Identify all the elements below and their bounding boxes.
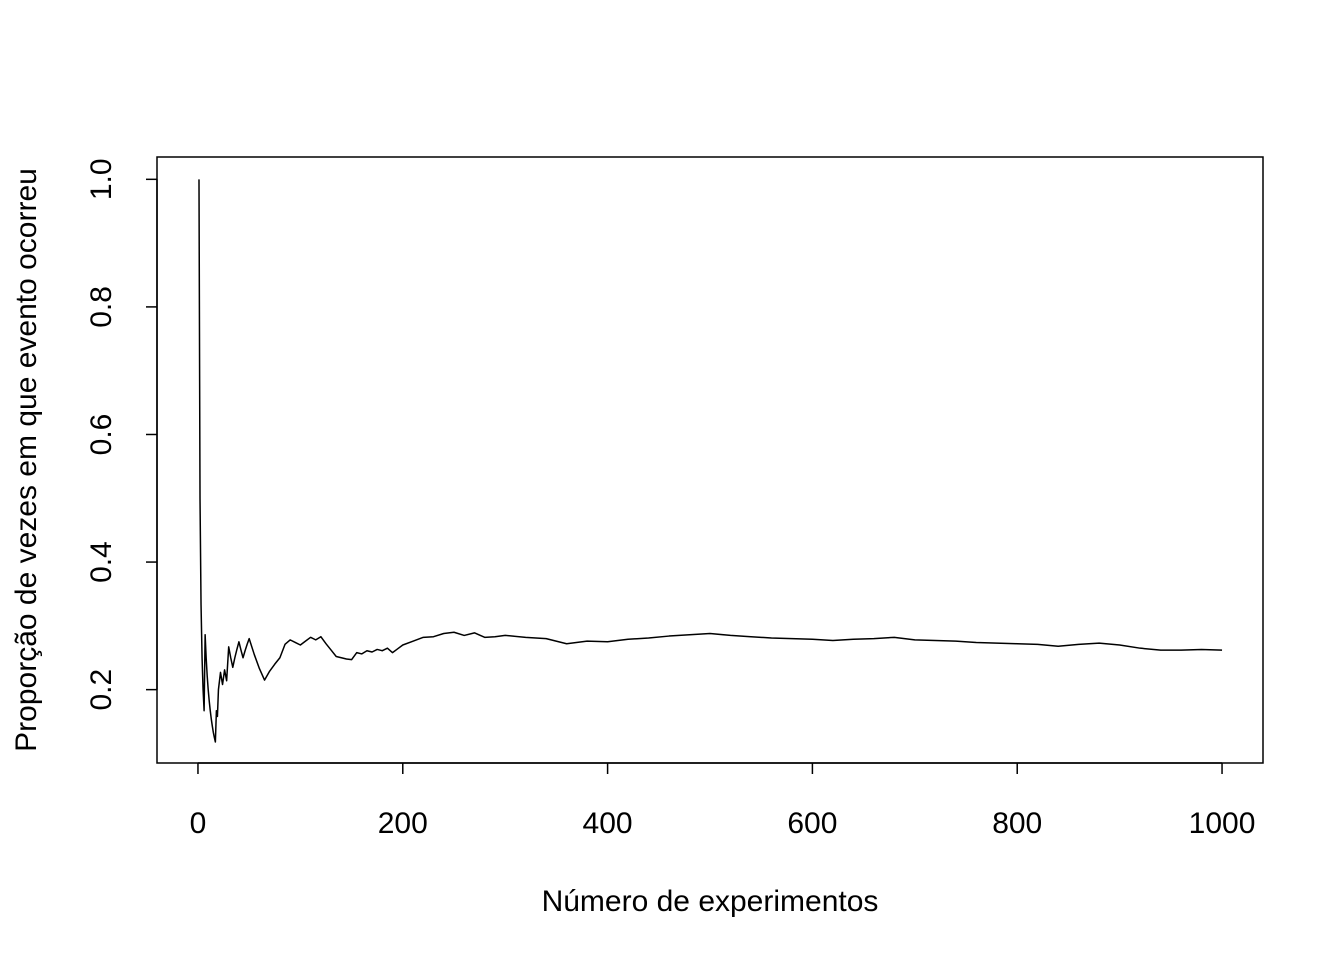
x-tick-label: 1000 [1189, 807, 1256, 840]
y-axis: 0.2 0.4 0.6 0.8 1.0 [85, 158, 158, 711]
x-tick-label: 600 [787, 807, 837, 840]
y-axis-label: Proporção de vezes em que evento ocorreu [10, 168, 43, 752]
y-tick-label: 0.4 [85, 541, 118, 583]
y-tick-label: 1.0 [85, 158, 118, 200]
x-axis: 0 200 400 600 800 1000 [190, 762, 1256, 840]
x-tick-label: 400 [583, 807, 633, 840]
y-tick-label: 0.6 [85, 414, 118, 456]
plot-frame [156, 156, 1264, 764]
series-line [198, 179, 1223, 743]
x-tick-label: 800 [992, 807, 1042, 840]
x-tick-label: 0 [190, 807, 207, 840]
y-tick-label: 0.2 [85, 669, 118, 711]
y-tick-label: 0.8 [85, 286, 118, 328]
x-tick-label: 200 [378, 807, 428, 840]
x-axis-label: Número de experimentos [542, 885, 879, 918]
